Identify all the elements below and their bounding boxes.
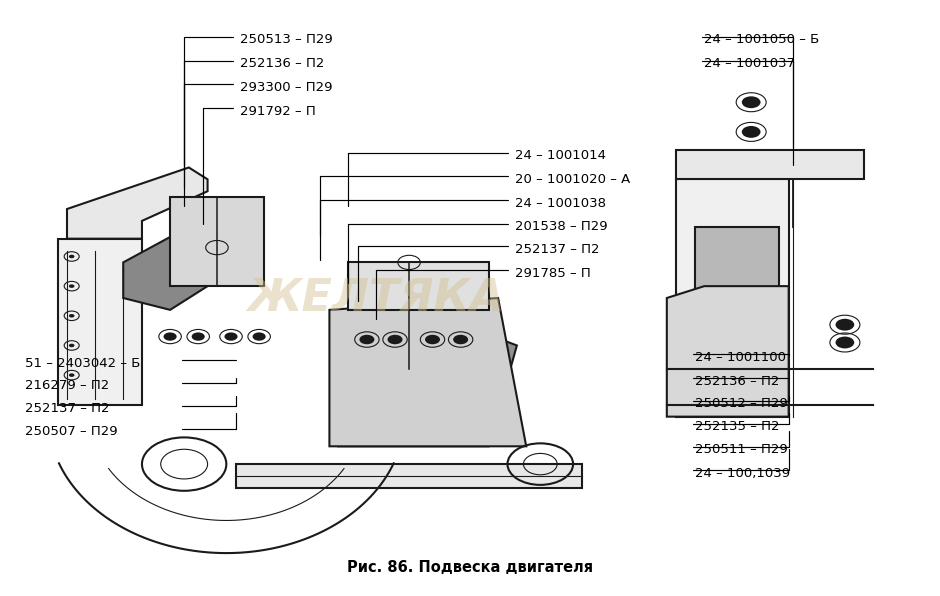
Circle shape xyxy=(742,97,760,108)
Polygon shape xyxy=(666,286,789,417)
Circle shape xyxy=(387,335,402,344)
Circle shape xyxy=(836,319,854,331)
Polygon shape xyxy=(67,167,208,238)
Circle shape xyxy=(225,333,238,341)
Text: 252137 – П2: 252137 – П2 xyxy=(515,243,600,256)
Text: Рис. 86. Подвеска двигателя: Рис. 86. Подвеска двигателя xyxy=(347,560,593,575)
Text: 291792 – П: 291792 – П xyxy=(241,105,316,117)
FancyBboxPatch shape xyxy=(695,227,779,298)
Polygon shape xyxy=(338,328,517,446)
Polygon shape xyxy=(123,227,208,310)
Text: 250511 – П29: 250511 – П29 xyxy=(695,443,788,457)
Circle shape xyxy=(164,333,177,341)
Circle shape xyxy=(69,314,74,318)
Text: 20 – 1001020 – А: 20 – 1001020 – А xyxy=(515,173,630,186)
Text: 24 – 1001100: 24 – 1001100 xyxy=(695,351,786,364)
Polygon shape xyxy=(348,262,489,310)
Text: 291785 – П: 291785 – П xyxy=(515,266,590,280)
Text: 51 – 2403042 – Б: 51 – 2403042 – Б xyxy=(24,357,140,370)
Circle shape xyxy=(836,337,854,349)
Text: 252136 – П2: 252136 – П2 xyxy=(695,374,779,387)
Circle shape xyxy=(69,344,74,347)
Text: 250512 – П29: 250512 – П29 xyxy=(695,397,788,410)
Circle shape xyxy=(192,333,205,341)
Text: 24 – 1001014: 24 – 1001014 xyxy=(515,149,606,162)
Text: 216279 – П2: 216279 – П2 xyxy=(24,379,109,392)
Text: 250507 – П29: 250507 – П29 xyxy=(24,425,118,438)
FancyBboxPatch shape xyxy=(170,197,264,286)
Text: 24 – 100,1039: 24 – 100,1039 xyxy=(695,467,790,480)
Circle shape xyxy=(425,335,440,344)
Text: 24 – 1001037: 24 – 1001037 xyxy=(704,57,795,70)
Polygon shape xyxy=(236,464,583,488)
Circle shape xyxy=(69,284,74,288)
Text: 250513 – П29: 250513 – П29 xyxy=(241,33,333,46)
Text: 252135 – П2: 252135 – П2 xyxy=(695,420,779,433)
Text: 201538 – П29: 201538 – П29 xyxy=(515,221,607,233)
FancyBboxPatch shape xyxy=(57,238,142,405)
Circle shape xyxy=(359,335,374,344)
Text: ЖЕЛТЯКА: ЖЕЛТЯКА xyxy=(247,277,505,319)
Text: 293300 – П29: 293300 – П29 xyxy=(241,81,333,94)
Polygon shape xyxy=(676,150,864,179)
Circle shape xyxy=(742,126,760,138)
Text: 252136 – П2: 252136 – П2 xyxy=(241,57,324,70)
Text: 24 – 1001050 – Б: 24 – 1001050 – Б xyxy=(704,33,820,46)
Text: 24 – 1001038: 24 – 1001038 xyxy=(515,197,606,210)
Circle shape xyxy=(69,254,74,258)
Circle shape xyxy=(453,335,468,344)
FancyBboxPatch shape xyxy=(676,179,789,417)
Polygon shape xyxy=(329,298,526,446)
Circle shape xyxy=(253,333,266,341)
Text: 252137 – П2: 252137 – П2 xyxy=(24,402,109,415)
Circle shape xyxy=(69,373,74,377)
